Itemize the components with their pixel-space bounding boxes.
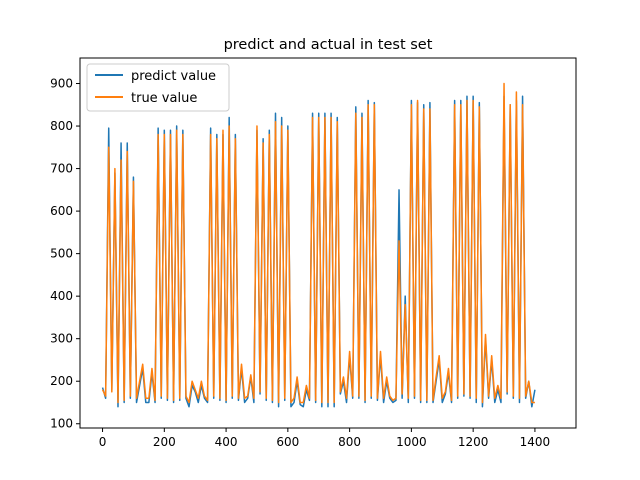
legend-label-predict: predict value bbox=[131, 69, 216, 84]
legend-label-true: true value bbox=[131, 91, 197, 106]
y-tick-label: 700 bbox=[50, 162, 73, 176]
x-tick-label: 200 bbox=[153, 435, 176, 449]
x-tick-label: 0 bbox=[99, 435, 107, 449]
legend: predict value true value bbox=[86, 63, 230, 112]
y-axis: 100 200 300 400 500 600 700 800 900 bbox=[50, 77, 80, 431]
plot-frame bbox=[79, 57, 577, 429]
y-tick-label: 600 bbox=[50, 204, 73, 218]
y-tick-label: 300 bbox=[50, 332, 73, 346]
y-tick-label: 500 bbox=[50, 247, 73, 261]
chart-title: predict and actual in test set bbox=[224, 37, 433, 53]
x-tick-label: 1400 bbox=[520, 435, 551, 449]
x-axis: 0 200 400 600 800 1000 1200 1400 bbox=[99, 428, 550, 449]
x-tick-label: 600 bbox=[276, 435, 299, 449]
y-tick-label: 800 bbox=[50, 119, 73, 133]
x-tick-label: 1200 bbox=[458, 435, 489, 449]
x-tick-label: 1000 bbox=[396, 435, 427, 449]
y-tick-label: 400 bbox=[50, 289, 73, 303]
x-tick-label: 800 bbox=[338, 435, 361, 449]
y-tick-label: 900 bbox=[50, 77, 73, 91]
y-tick-label: 100 bbox=[50, 417, 73, 431]
series-layer bbox=[101, 82, 536, 408]
series-line-true bbox=[101, 82, 535, 404]
y-tick-label: 200 bbox=[50, 374, 73, 388]
x-tick-label: 400 bbox=[215, 435, 238, 449]
